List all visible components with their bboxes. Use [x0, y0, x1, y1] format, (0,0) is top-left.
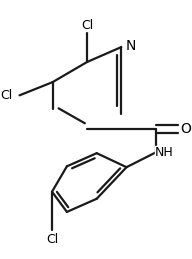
Text: Cl: Cl: [81, 19, 93, 32]
Bar: [80, 19, 94, 31]
Bar: [155, 146, 173, 159]
Bar: [45, 233, 59, 245]
Bar: [124, 40, 138, 52]
Bar: [0, 89, 13, 102]
Text: Cl: Cl: [46, 233, 58, 246]
Text: Cl: Cl: [0, 89, 12, 102]
Text: N: N: [126, 39, 136, 53]
Bar: [179, 123, 192, 135]
Text: O: O: [181, 122, 192, 136]
Text: NH: NH: [155, 146, 173, 159]
